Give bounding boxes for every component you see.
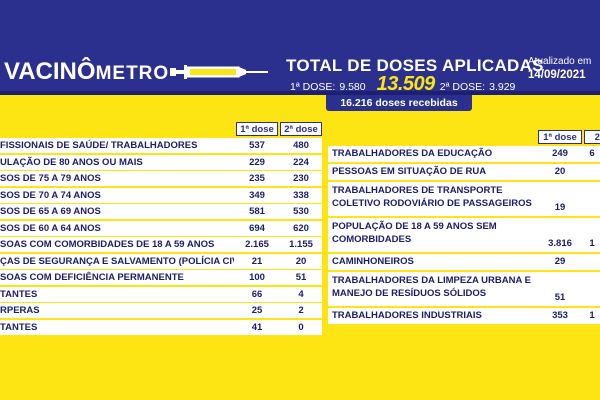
table-row: TRABALHADORES INDUSTRIAIS 353 1 xyxy=(328,308,600,325)
left-col2-header: 2ª dose xyxy=(280,122,322,136)
row-first-dose: 21 xyxy=(251,255,263,267)
table-row: SOS DE 70 A 74 ANOS 349 338 xyxy=(0,187,322,204)
row-second-dose: 1 xyxy=(589,238,595,249)
row-second-dose: 620 xyxy=(293,222,309,234)
row-second-dose: 530 xyxy=(293,206,309,217)
table-row: RPERAS 25 2 xyxy=(0,303,322,319)
row-first-dose: 349 xyxy=(249,189,265,201)
row-category: CAMINHONEIROS xyxy=(332,256,414,267)
row-second-dose: 2 xyxy=(298,305,304,316)
row-second-dose: 230 xyxy=(293,173,309,184)
left-col1-header: 1ª dose xyxy=(236,122,278,136)
syringe-icon xyxy=(170,65,268,79)
table-row: TRABALHADORES DA LIMPEZA URBANA E MANEJO… xyxy=(328,272,600,307)
table-row: SOAS COM DEFICIÊNCIA PERMANENTE 100 51 xyxy=(0,270,322,286)
row-first-dose: 41 xyxy=(251,321,263,333)
row-category: TANTES xyxy=(0,321,38,333)
row-category: FISSIONAIS DE SAÚDE/ TRABALHADORES xyxy=(0,140,198,151)
row-first-dose: 249 xyxy=(552,148,568,159)
row-category: SOS DE 75 A 79 ANOS xyxy=(0,173,101,184)
updated-label: Atualizado em xyxy=(528,56,592,67)
row-second-dose: 480 xyxy=(293,140,309,151)
total-doses: 13.509 xyxy=(376,73,436,95)
row-first-dose: 2.165 xyxy=(245,239,269,250)
table-row: FISSIONAIS DE SAÚDE/ TRABALHADORES 537 480 xyxy=(0,138,322,154)
table-row: SOS DE 65 A 69 ANOS 581 530 xyxy=(0,204,322,220)
row-category: ULAÇÃO DE 80 ANOS OU MAIS xyxy=(0,156,143,168)
table-row: TRABALHADORES DE TRANSPORTE COLETIVO ROD… xyxy=(328,182,600,217)
table-row: TANTES 66 4 xyxy=(0,286,322,303)
table-row: TRABALHADORES DA EDUCAÇÃO 249 6 xyxy=(328,146,600,163)
row-second-dose: 0 xyxy=(298,321,304,333)
table-row: SOAS COM COMORBIDADES DE 18 A 59 ANOS 2.1… xyxy=(0,237,322,253)
row-category: TRABALHADORES INDUSTRIAIS xyxy=(332,310,482,321)
row-second-dose: 1.155 xyxy=(289,239,313,250)
table-row: ÇAS DE SEGURANÇA E SALVAMENTO (POLÍCIA C… xyxy=(0,253,322,270)
table-row: TANTES 41 0 xyxy=(0,319,322,336)
header-bar: VACINÔMETRO TOTAL DE DOSES APLICADAS 1ª … xyxy=(0,0,600,95)
row-second-dose: 338 xyxy=(293,189,309,201)
table-row: SOS DE 75 A 79 ANOS 235 230 xyxy=(0,171,322,187)
logo-prefix: VACINÔ xyxy=(4,58,96,85)
row-category: SOAS COM COMORBIDADES DE 18 A 59 ANOS xyxy=(0,239,215,250)
first-dose-value: 9.580 xyxy=(339,81,366,93)
table-row: PESSOAS EM SITUAÇÃO DE RUA 20 xyxy=(328,164,600,181)
row-category: SOAS COM DEFICIÊNCIA PERMANENTE xyxy=(0,272,184,283)
table-row: CAMINHONEIROS 29 xyxy=(328,254,600,271)
row-second-dose: 6 xyxy=(589,148,595,159)
row-category: TANTES xyxy=(0,288,38,300)
row-first-dose: 100 xyxy=(249,272,265,283)
row-first-dose: 581 xyxy=(249,206,265,217)
second-dose-value: 3.929 xyxy=(489,81,516,93)
row-first-dose: 51 xyxy=(554,292,566,303)
vacinometro-logo: VACINÔMETRO xyxy=(4,58,169,86)
row-category: POPULAÇÃO DE 18 A 59 ANOS SEM COMORBIDAD… xyxy=(332,221,497,245)
table-row: POPULAÇÃO DE 18 A 59 ANOS SEM COMORBIDAD… xyxy=(328,218,600,253)
row-second-dose: 1 xyxy=(589,310,595,321)
row-first-dose: 353 xyxy=(552,310,568,321)
row-second-dose: 4 xyxy=(298,288,304,300)
left-table: 1ª dose 2ª dose FISSIONAIS DE SAÚDE/ TRA… xyxy=(0,122,326,362)
row-category: SOS DE 60 A 64 ANOS xyxy=(0,222,101,234)
row-first-dose: 25 xyxy=(251,305,263,316)
updated-info: Atualizado em 14/09/2021 xyxy=(528,56,591,81)
row-second-dose: 20 xyxy=(295,255,307,267)
row-category: TRABALHADORES DA LIMPEZA URBANA E MANEJO… xyxy=(332,275,531,299)
row-category: TRABALHADORES DE TRANSPORTE COLETIVO ROD… xyxy=(332,185,532,209)
doses-summary: 1ª DOSE: 9.580 13.509 2ª DOSE: 3.929 xyxy=(290,73,521,95)
row-second-dose: 224 xyxy=(293,156,309,168)
row-first-dose: 694 xyxy=(249,222,265,234)
row-first-dose: 29 xyxy=(554,256,566,267)
right-table: 1ª dose 2ª TRABALHADORES DA EDUCAÇÃO 249 6… xyxy=(328,130,600,360)
row-category: PESSOAS EM SITUAÇÃO DE RUA xyxy=(332,166,487,177)
updated-date: 14/09/2021 xyxy=(528,69,586,81)
row-second-dose: 51 xyxy=(295,272,307,283)
row-first-dose: 19 xyxy=(554,202,566,213)
row-first-dose: 537 xyxy=(249,140,265,151)
total-title: TOTAL DE DOSES APLICADAS xyxy=(286,56,544,75)
row-category: TRABALHADORES DA EDUCAÇÃO xyxy=(332,148,493,159)
table-row: SOS DE 60 A 64 ANOS 694 620 xyxy=(0,220,322,237)
row-first-dose: 20 xyxy=(554,166,566,177)
row-category: SOS DE 70 A 74 ANOS xyxy=(0,189,101,201)
right-col2-header: 2ª xyxy=(584,130,600,144)
received-badge: 16.216 doses recebidas xyxy=(326,95,472,111)
row-category: RPERAS xyxy=(0,305,40,316)
logo-suffix: METRO xyxy=(95,63,170,84)
first-dose-label: 1ª DOSE: xyxy=(290,81,336,93)
row-first-dose: 3.816 xyxy=(548,238,572,249)
row-category: ÇAS DE SEGURANÇA E SALVAMENTO (POLÍCIA C… xyxy=(0,255,234,267)
table-row: ULAÇÃO DE 80 ANOS OU MAIS 229 224 xyxy=(0,154,322,171)
row-first-dose: 66 xyxy=(251,288,263,300)
row-first-dose: 229 xyxy=(249,156,265,168)
right-col1-header: 1ª dose xyxy=(538,130,582,144)
row-first-dose: 235 xyxy=(249,173,265,184)
row-category: SOS DE 65 A 69 ANOS xyxy=(0,206,101,217)
second-dose-label: 2ª DOSE: xyxy=(439,81,486,93)
